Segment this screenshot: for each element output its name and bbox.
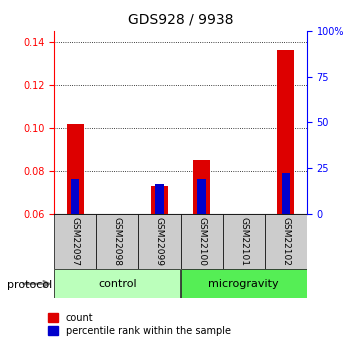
Text: GSM22101: GSM22101 [239,217,248,266]
Text: protocol: protocol [7,280,52,289]
Legend: count, percentile rank within the sample: count, percentile rank within the sample [48,313,231,336]
Text: GSM22099: GSM22099 [155,217,164,266]
Bar [96,214,138,269]
Bar [54,214,96,269]
Bar [223,214,265,269]
Bar [277,50,294,214]
Bar [151,186,168,214]
Bar [54,269,180,298]
Bar [193,160,210,214]
Bar [197,179,206,214]
Text: GSM22097: GSM22097 [71,217,80,266]
Bar [282,173,290,214]
Text: GDS928 / 9938: GDS928 / 9938 [128,12,233,26]
Text: GSM22102: GSM22102 [281,217,290,266]
Bar [180,214,223,269]
Bar [155,184,164,214]
Bar [67,124,84,214]
Bar [265,214,307,269]
Bar [71,179,79,214]
Bar [180,269,307,298]
Text: microgravity: microgravity [208,279,279,289]
Text: control: control [98,279,136,289]
Text: GSM22098: GSM22098 [113,217,122,266]
Bar [138,214,180,269]
Text: GSM22100: GSM22100 [197,217,206,266]
